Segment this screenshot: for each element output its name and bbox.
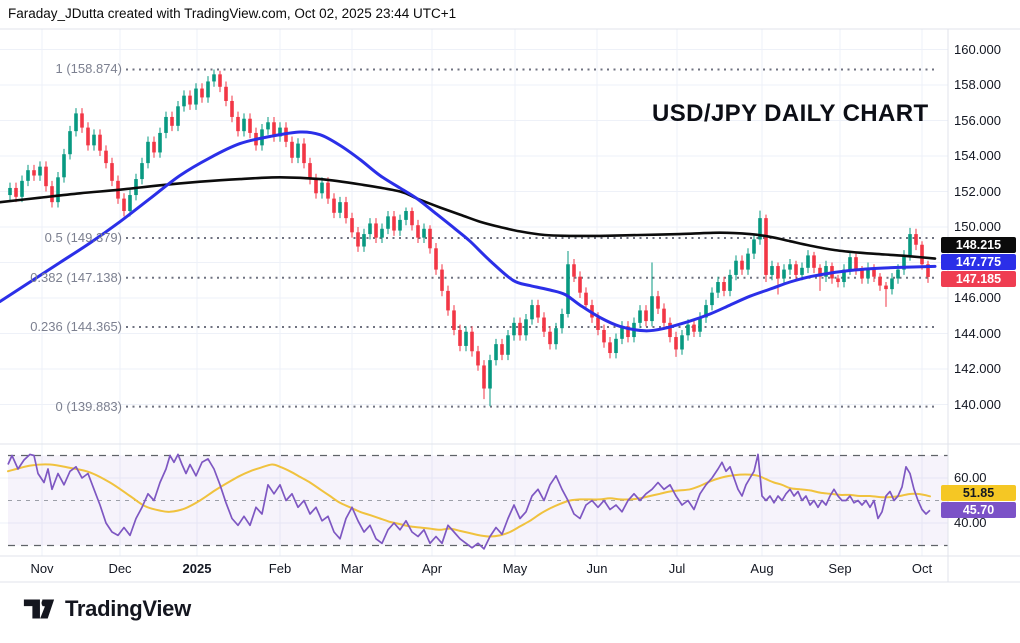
black-ma-line xyxy=(0,175,937,260)
rsi-ma-line xyxy=(7,463,931,538)
fib-level-label-4: 0 (139.883) xyxy=(55,398,123,414)
price-axis-label-150: 150.000 xyxy=(954,219,1001,234)
tradingview-logo-text: TradingView xyxy=(65,596,191,621)
time-axis-label-aug: Aug xyxy=(750,561,774,576)
price-axis-label-158: 158.000 xyxy=(954,77,1001,92)
fib-level-label-1: 0.5 (149.379) xyxy=(44,230,122,246)
blue-ma-line xyxy=(0,130,937,333)
attribution-text: Faraday_JDutta created with TradingView.… xyxy=(8,6,457,21)
time-axis-label-apr: Apr xyxy=(421,561,443,576)
candlestick-series xyxy=(8,69,930,407)
price-axis-label-140: 140.000 xyxy=(954,396,1001,412)
price-axis-label-156: 156.000 xyxy=(954,112,1001,128)
chart-title: USD/JPY DAILY CHART xyxy=(652,100,929,127)
tradingview-logo-icon xyxy=(23,599,55,619)
rsi-axis-label-40: 40.00 xyxy=(954,515,987,530)
time-axis-label-nov: Nov xyxy=(30,561,54,576)
time-axis-label-sep: Sep xyxy=(828,561,852,576)
time-axis-label-dec: Dec xyxy=(108,561,132,576)
frame-lines xyxy=(0,28,1020,583)
time-axis-label-mar: Mar xyxy=(340,561,364,576)
fib-level-label-0: 1 (158.874) xyxy=(55,61,123,77)
time-axis-label-feb: Feb xyxy=(268,561,292,576)
price-tag-last-price: 147.185 xyxy=(941,271,1016,287)
price-axis-label-154: 154.000 xyxy=(954,148,1001,163)
fib-level-label-2: 0.382 (147.138) xyxy=(30,269,122,285)
price-axis-label-152: 152.000 xyxy=(954,183,1001,199)
rsi-axis-label-60: 60.00 xyxy=(954,470,987,485)
price-axis-label-142: 142.000 xyxy=(954,361,1001,376)
rsi-band-lines xyxy=(8,454,948,547)
fib-level-label-3: 0.236 (144.365) xyxy=(30,319,122,335)
price-tag-blue-ma: 147.775 xyxy=(941,254,1016,270)
price-axis-label-144: 144.000 xyxy=(954,325,1001,341)
price-tag-black-ma: 148.215 xyxy=(941,237,1016,253)
rsi-tag-ma: 51.85 xyxy=(941,485,1016,501)
tradingview-logo[interactable]: TradingView xyxy=(22,596,191,622)
price-axis-label-160: 160.000 xyxy=(954,41,1001,57)
time-axis-label-jun: Jun xyxy=(586,561,608,576)
price-axis-label-146: 146.000 xyxy=(954,290,1001,305)
time-axis-label-oct: Oct xyxy=(911,561,933,576)
time-axis-label-jul: Jul xyxy=(668,561,686,576)
time-axis-label-2025: 2025 xyxy=(182,561,212,576)
grid-lines xyxy=(0,29,948,556)
rsi-line xyxy=(7,453,931,550)
time-axis-label-may: May xyxy=(502,561,528,576)
rsi-tag-value: 45.70 xyxy=(941,502,1016,518)
